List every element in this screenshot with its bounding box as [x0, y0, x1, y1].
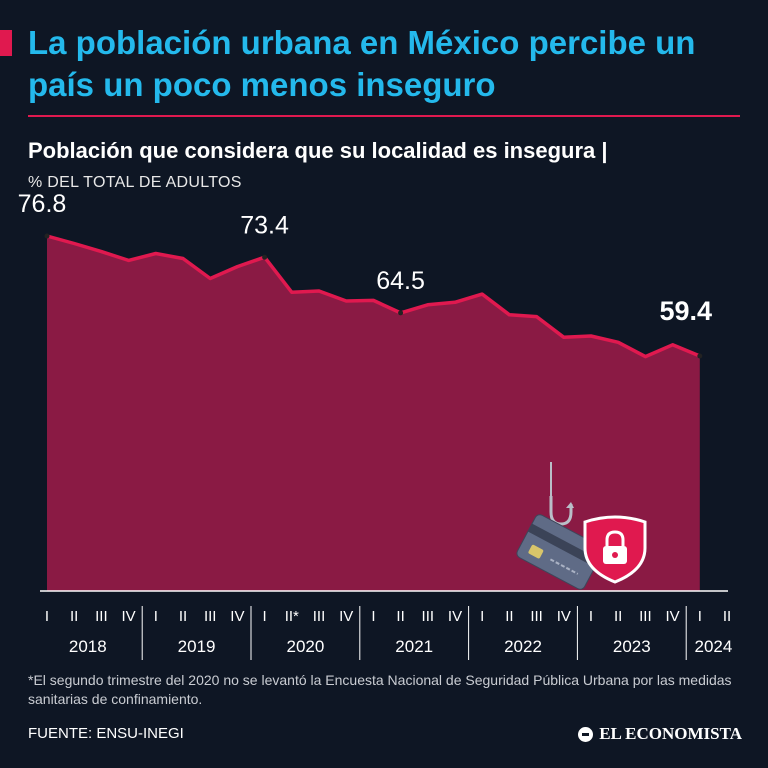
area-layer	[40, 234, 728, 592]
brand-logo: EL ECONOMISTA	[578, 724, 742, 744]
quarter-tick-label: II	[70, 608, 78, 625]
credit-card-icon	[516, 514, 604, 590]
chart-unit-label: % DEL TOTAL DE ADULTOS	[28, 174, 242, 191]
quarter-tick-label: IV	[230, 608, 244, 625]
quarter-tick-label: IV	[122, 608, 136, 625]
quarter-tick-label: III	[639, 608, 652, 625]
annotation-dot	[44, 233, 50, 239]
quarter-tick-label: II*	[285, 608, 299, 625]
chart-subtitle: Población que considera que su localidad…	[28, 138, 608, 163]
footnote: *El segundo trimestre del 2020 no se lev…	[28, 672, 732, 707]
annotation-dot	[697, 353, 703, 359]
year-label: 2022	[504, 637, 542, 656]
quarter-tick-label: II	[179, 608, 187, 625]
quarter-tick-label: II	[723, 608, 731, 625]
quarter-tick-label: III	[530, 608, 543, 625]
quarter-tick-label: III	[204, 608, 217, 625]
phishing-hook-icon	[549, 462, 574, 526]
security-illustration	[516, 462, 647, 590]
source-label: FUENTE: ENSU-INEGI	[28, 725, 184, 742]
value-label: 64.5	[376, 267, 425, 295]
area-fill	[47, 236, 700, 591]
brand-name: EL ECONOMISTA	[599, 724, 742, 743]
quarter-tick-label: I	[589, 608, 593, 625]
shield-lock-icon	[583, 515, 647, 584]
quarter-tick-label: II	[614, 608, 622, 625]
title-divider	[28, 115, 740, 117]
value-label: 73.4	[240, 211, 289, 239]
year-label: 2023	[613, 637, 651, 656]
quarter-tick-label: I	[371, 608, 375, 625]
year-label: 2021	[395, 637, 433, 656]
year-label: 2020	[286, 637, 324, 656]
quarter-tick-label: I	[263, 608, 267, 625]
value-labels: 76.8 73.4 64.5 59.4	[18, 190, 712, 359]
title-accent-bar	[0, 30, 12, 56]
year-label: 2019	[178, 637, 216, 656]
value-label: 59.4	[660, 296, 713, 326]
quarter-tick-label: IV	[557, 608, 571, 625]
quarter-tick-label: IV	[339, 608, 353, 625]
quarter-tick-label: IV	[448, 608, 462, 625]
annotation-dot	[262, 254, 268, 260]
value-label: 76.8	[18, 190, 67, 218]
quarter-tick-label: I	[45, 608, 49, 625]
quarter-tick-label: I	[480, 608, 484, 625]
quarter-tick-label: II	[505, 608, 513, 625]
quarter-tick-label: IV	[666, 608, 680, 625]
quarter-tick-label: I	[698, 608, 702, 625]
annotation-dot	[398, 310, 404, 316]
quarter-tick-label: II	[396, 608, 404, 625]
year-label: 2024	[694, 637, 732, 656]
quarter-tick-label: III	[95, 608, 108, 625]
brand-icon	[578, 726, 594, 742]
quarter-tick-label: III	[422, 608, 435, 625]
page-title: La población urbana en México percibe un…	[28, 24, 696, 103]
quarter-tick-label: I	[154, 608, 158, 625]
quarter-tick-label: III	[313, 608, 326, 625]
year-label: 2018	[69, 637, 107, 656]
